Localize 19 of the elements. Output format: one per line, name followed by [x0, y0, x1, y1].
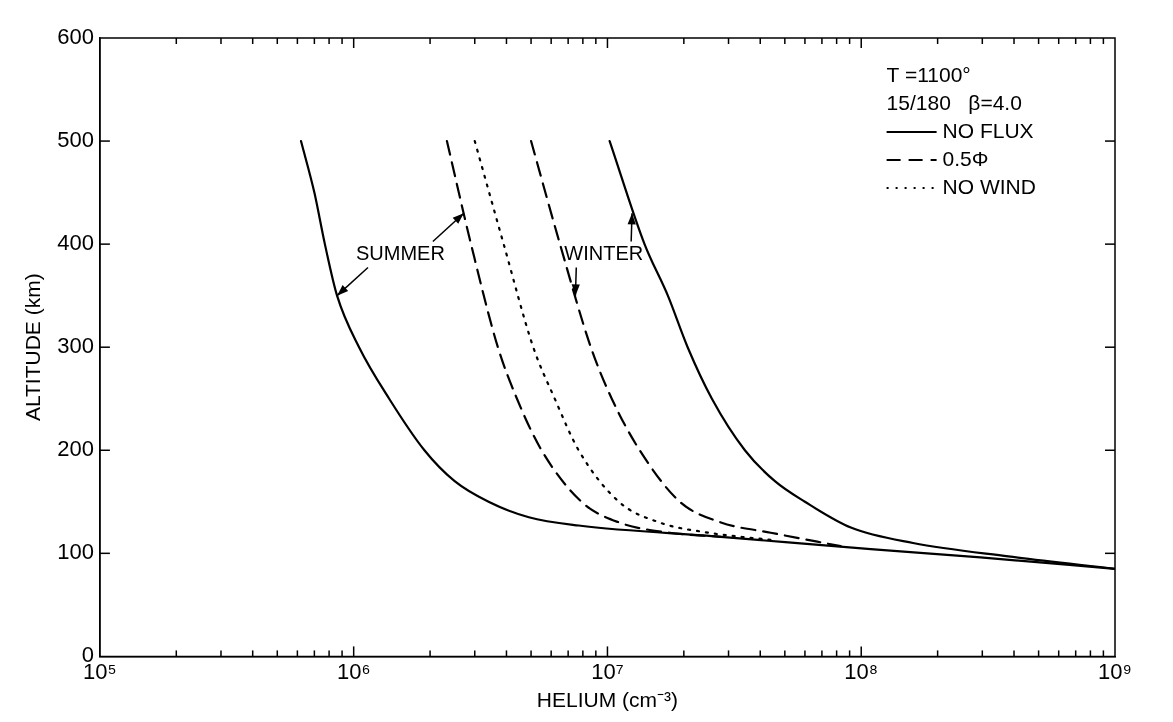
annotation: WINTER [564, 241, 644, 264]
y-tick-label: 500 [57, 127, 94, 153]
y-tick-label: 200 [57, 436, 94, 462]
annotation: SUMMER [355, 241, 445, 264]
legend-label: NO WIND [942, 174, 1036, 198]
x-tick-label: 10⁶ [336, 658, 371, 684]
x-axis-title: HELIUM (cm⁻³) [536, 688, 679, 712]
legend-label: NO FLUX [942, 118, 1034, 142]
y-axis-title: ALTITUDE (km) [21, 273, 45, 422]
x-tick-label: 10⁸ [844, 658, 879, 684]
y-tick-label: 100 [57, 539, 94, 565]
legend-label: 0.5Φ [942, 146, 989, 170]
x-tick-label: 10⁷ [591, 658, 624, 684]
y-tick-label: 300 [57, 333, 94, 359]
annotation: 15/180 β=4.0 [886, 90, 1022, 114]
x-tick-label: 10⁹ [1098, 658, 1132, 684]
annotation: T =1100° [886, 62, 971, 86]
y-tick-label: 400 [57, 230, 94, 256]
y-tick-label: 600 [57, 24, 94, 50]
